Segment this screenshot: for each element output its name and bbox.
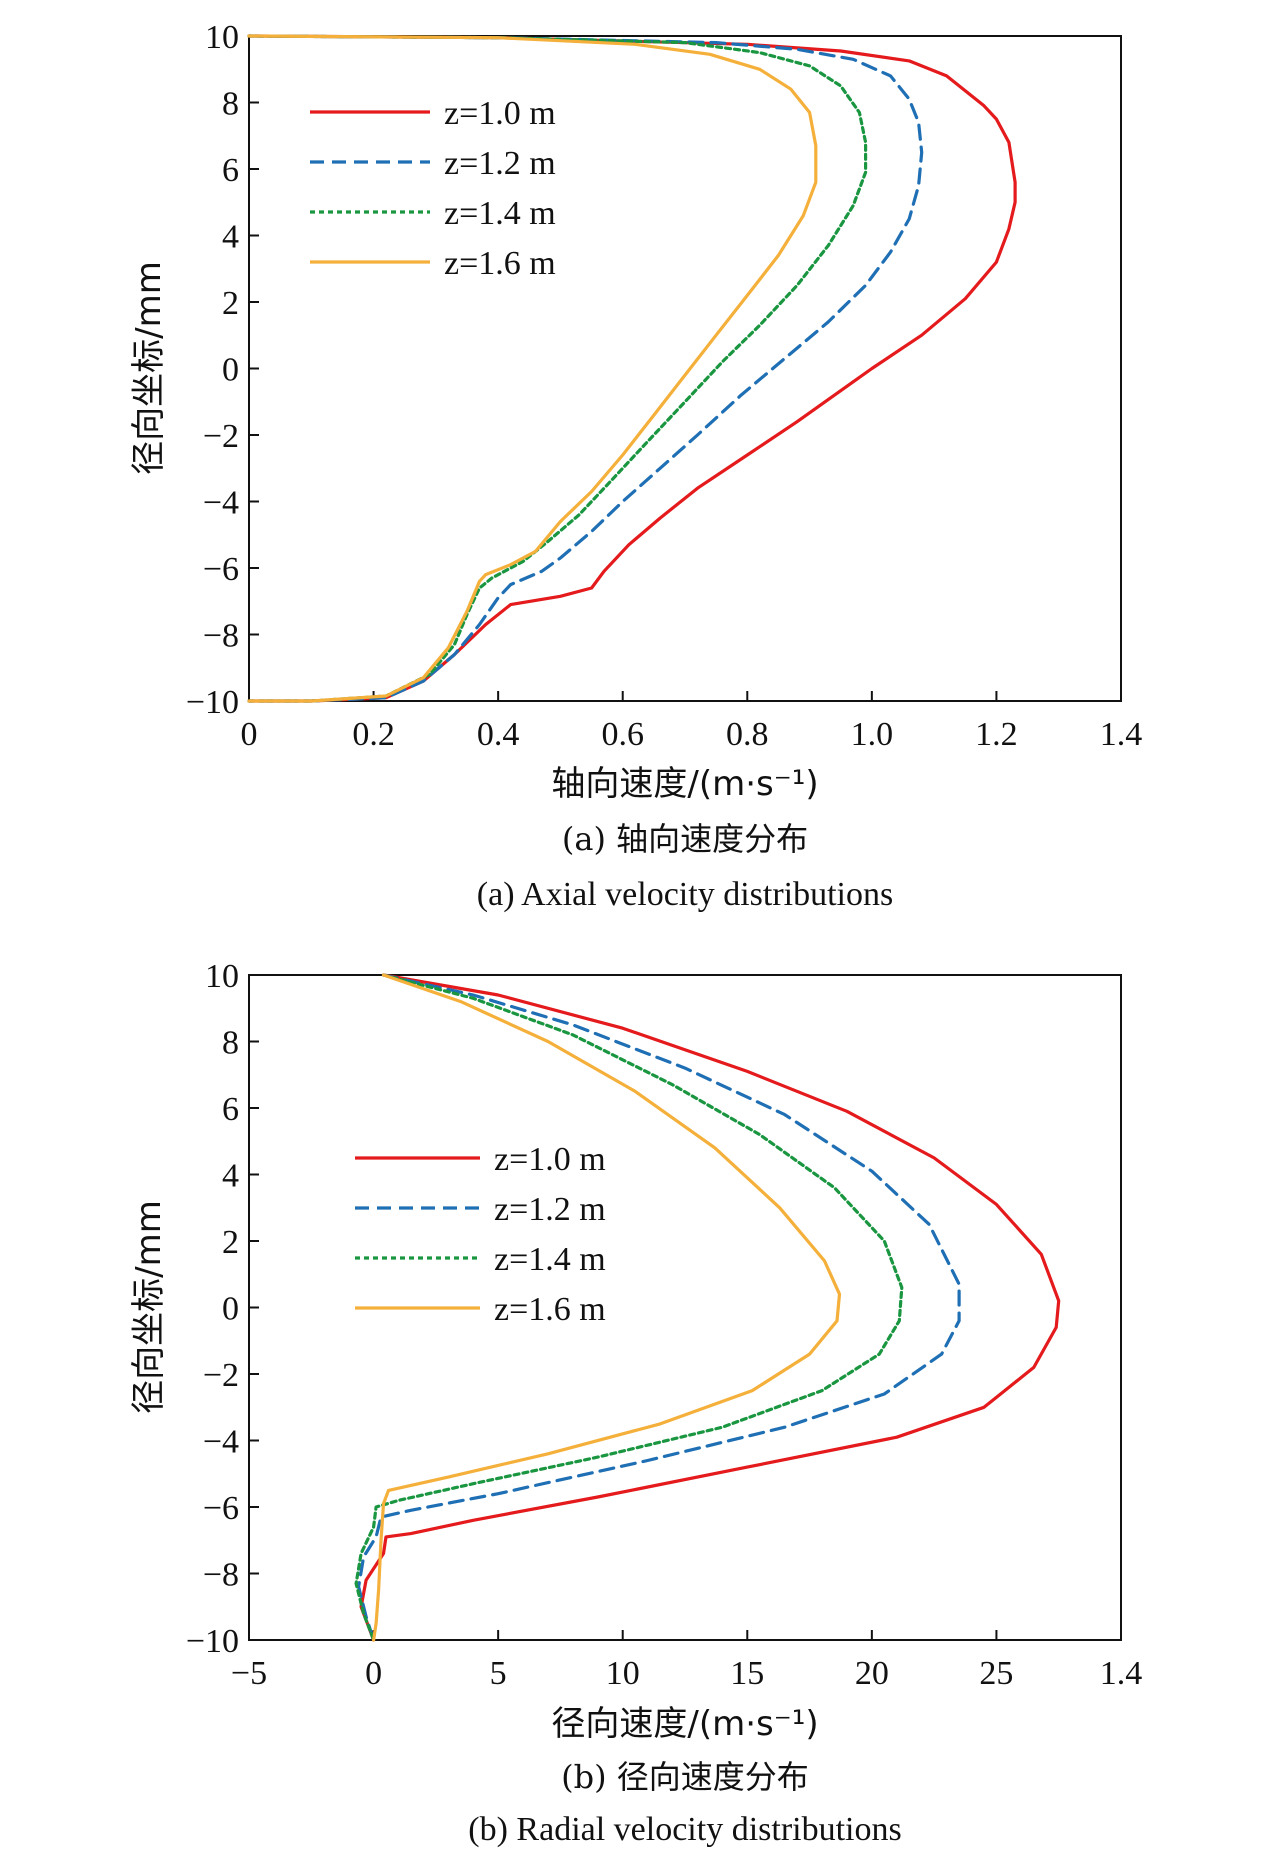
legend-label: z=1.6 m [444,245,556,282]
caption-en: (b) Radial velocity distributions [468,1811,901,1848]
legend-label: z=1.4 m [494,1241,606,1278]
legend-label: z=1.2 m [494,1191,606,1228]
caption-en: (a) Axial velocity distributions [477,876,893,913]
y-tick-label: −8 [203,618,239,655]
x-tick-label: 1.4 [1100,716,1143,753]
x-tick-label: 15 [730,1655,764,1692]
x-tick-label: 0.8 [726,716,769,753]
x-tick-label: 20 [855,1655,889,1692]
series-line [357,973,961,1642]
legend-label: z=1.6 m [494,1291,606,1328]
y-axis-ticks: 10 8 6 4 2 0 −2 −4 −6 −8 −10 [186,958,259,1660]
x-tick-label: 0 [241,716,258,753]
plot-frame [248,35,1122,702]
y-axis-title: 径向坐标/mm [129,1200,169,1414]
y-tick-label: 10 [205,19,239,56]
series-line [354,973,904,1642]
y-tick-label: −6 [203,1490,239,1527]
series-layer [354,973,1061,1642]
x-tick-label: 1.4 [1100,1655,1143,1692]
y-tick-label: −10 [186,684,239,721]
y-tick-label: 4 [222,1158,239,1195]
y-tick-label: −6 [203,551,239,588]
series-line [247,34,818,703]
x-axis-ticks: 0 0.2 0.4 0.6 0.8 1.0 1.2 1.4 [241,691,1143,753]
y-tick-label: −4 [203,1424,239,1461]
y-tick-label: −2 [203,1357,239,1394]
legend: z=1.0 m z=1.2 m z=1.4 m z=1.6 m [355,1141,606,1328]
y-tick-label: 0 [222,352,239,389]
x-tick-label: 10 [606,1655,640,1692]
y-tick-label: 2 [222,285,239,322]
series-layer [247,34,1017,703]
x-tick-label: 1.2 [975,716,1018,753]
x-axis-ticks: −5 0 5 10 15 20 25 1.4 [231,1630,1142,1692]
radial-velocity-figure: −5 0 5 10 15 20 25 1.4 10 8 6 4 2 0 −2 −4 −6 −8 −10 z=1.0… [0,935,1276,1855]
x-tick-label: 0.4 [477,716,520,753]
y-tick-label: 6 [222,1091,239,1128]
y-tick-label: 4 [222,219,239,256]
legend: z=1.0 m z=1.2 m z=1.4 m z=1.6 m [310,95,556,282]
legend-label: z=1.0 m [444,95,556,132]
series-line [359,973,1061,1642]
x-tick-label: 25 [979,1655,1013,1692]
y-tick-label: 2 [222,1224,239,1261]
x-tick-label: 0.6 [601,716,644,753]
axial-velocity-figure: 0 0.2 0.4 0.6 0.8 1.0 1.2 1.4 10 8 6 4 2 0 −2 −4 −6 −8 −1… [0,0,1276,925]
series-line [247,34,924,703]
x-tick-label: 1.0 [851,716,894,753]
series-line [247,34,868,703]
legend-label: z=1.0 m [494,1141,606,1178]
x-tick-label: 0.2 [352,716,395,753]
y-tick-label: −8 [203,1557,239,1594]
x-tick-label: 0 [365,1655,382,1692]
y-tick-label: −4 [203,485,239,522]
y-tick-label: 8 [222,86,239,123]
caption-cn: (b) 径向速度分布 [561,1758,809,1796]
y-axis-title: 径向坐标/mm [129,261,169,475]
x-tick-label: −5 [231,1655,267,1692]
x-tick-label: 5 [490,1655,507,1692]
y-tick-label: −10 [186,1623,239,1660]
series-line [372,973,842,1642]
legend-label: z=1.4 m [444,195,556,232]
y-axis-ticks: 10 8 6 4 2 0 −2 −4 −6 −8 −10 [186,19,259,721]
x-axis-title: 轴向速度/(m·s⁻¹) [551,764,818,804]
axial-velocity-chart: 0 0.2 0.4 0.6 0.8 1.0 1.2 1.4 10 8 6 4 2 0 −2 −4 −6 −8 −1… [129,19,1143,913]
series-line [247,34,1017,703]
legend-label: z=1.2 m [444,145,556,182]
y-tick-label: 6 [222,152,239,189]
y-tick-label: 10 [205,958,239,995]
x-axis-title: 径向速度/(m·s⁻¹) [551,1704,818,1744]
y-tick-label: −2 [203,418,239,455]
y-tick-label: 0 [222,1291,239,1328]
y-tick-label: 8 [222,1025,239,1062]
caption-cn: (a) 轴向速度分布 [562,820,808,858]
